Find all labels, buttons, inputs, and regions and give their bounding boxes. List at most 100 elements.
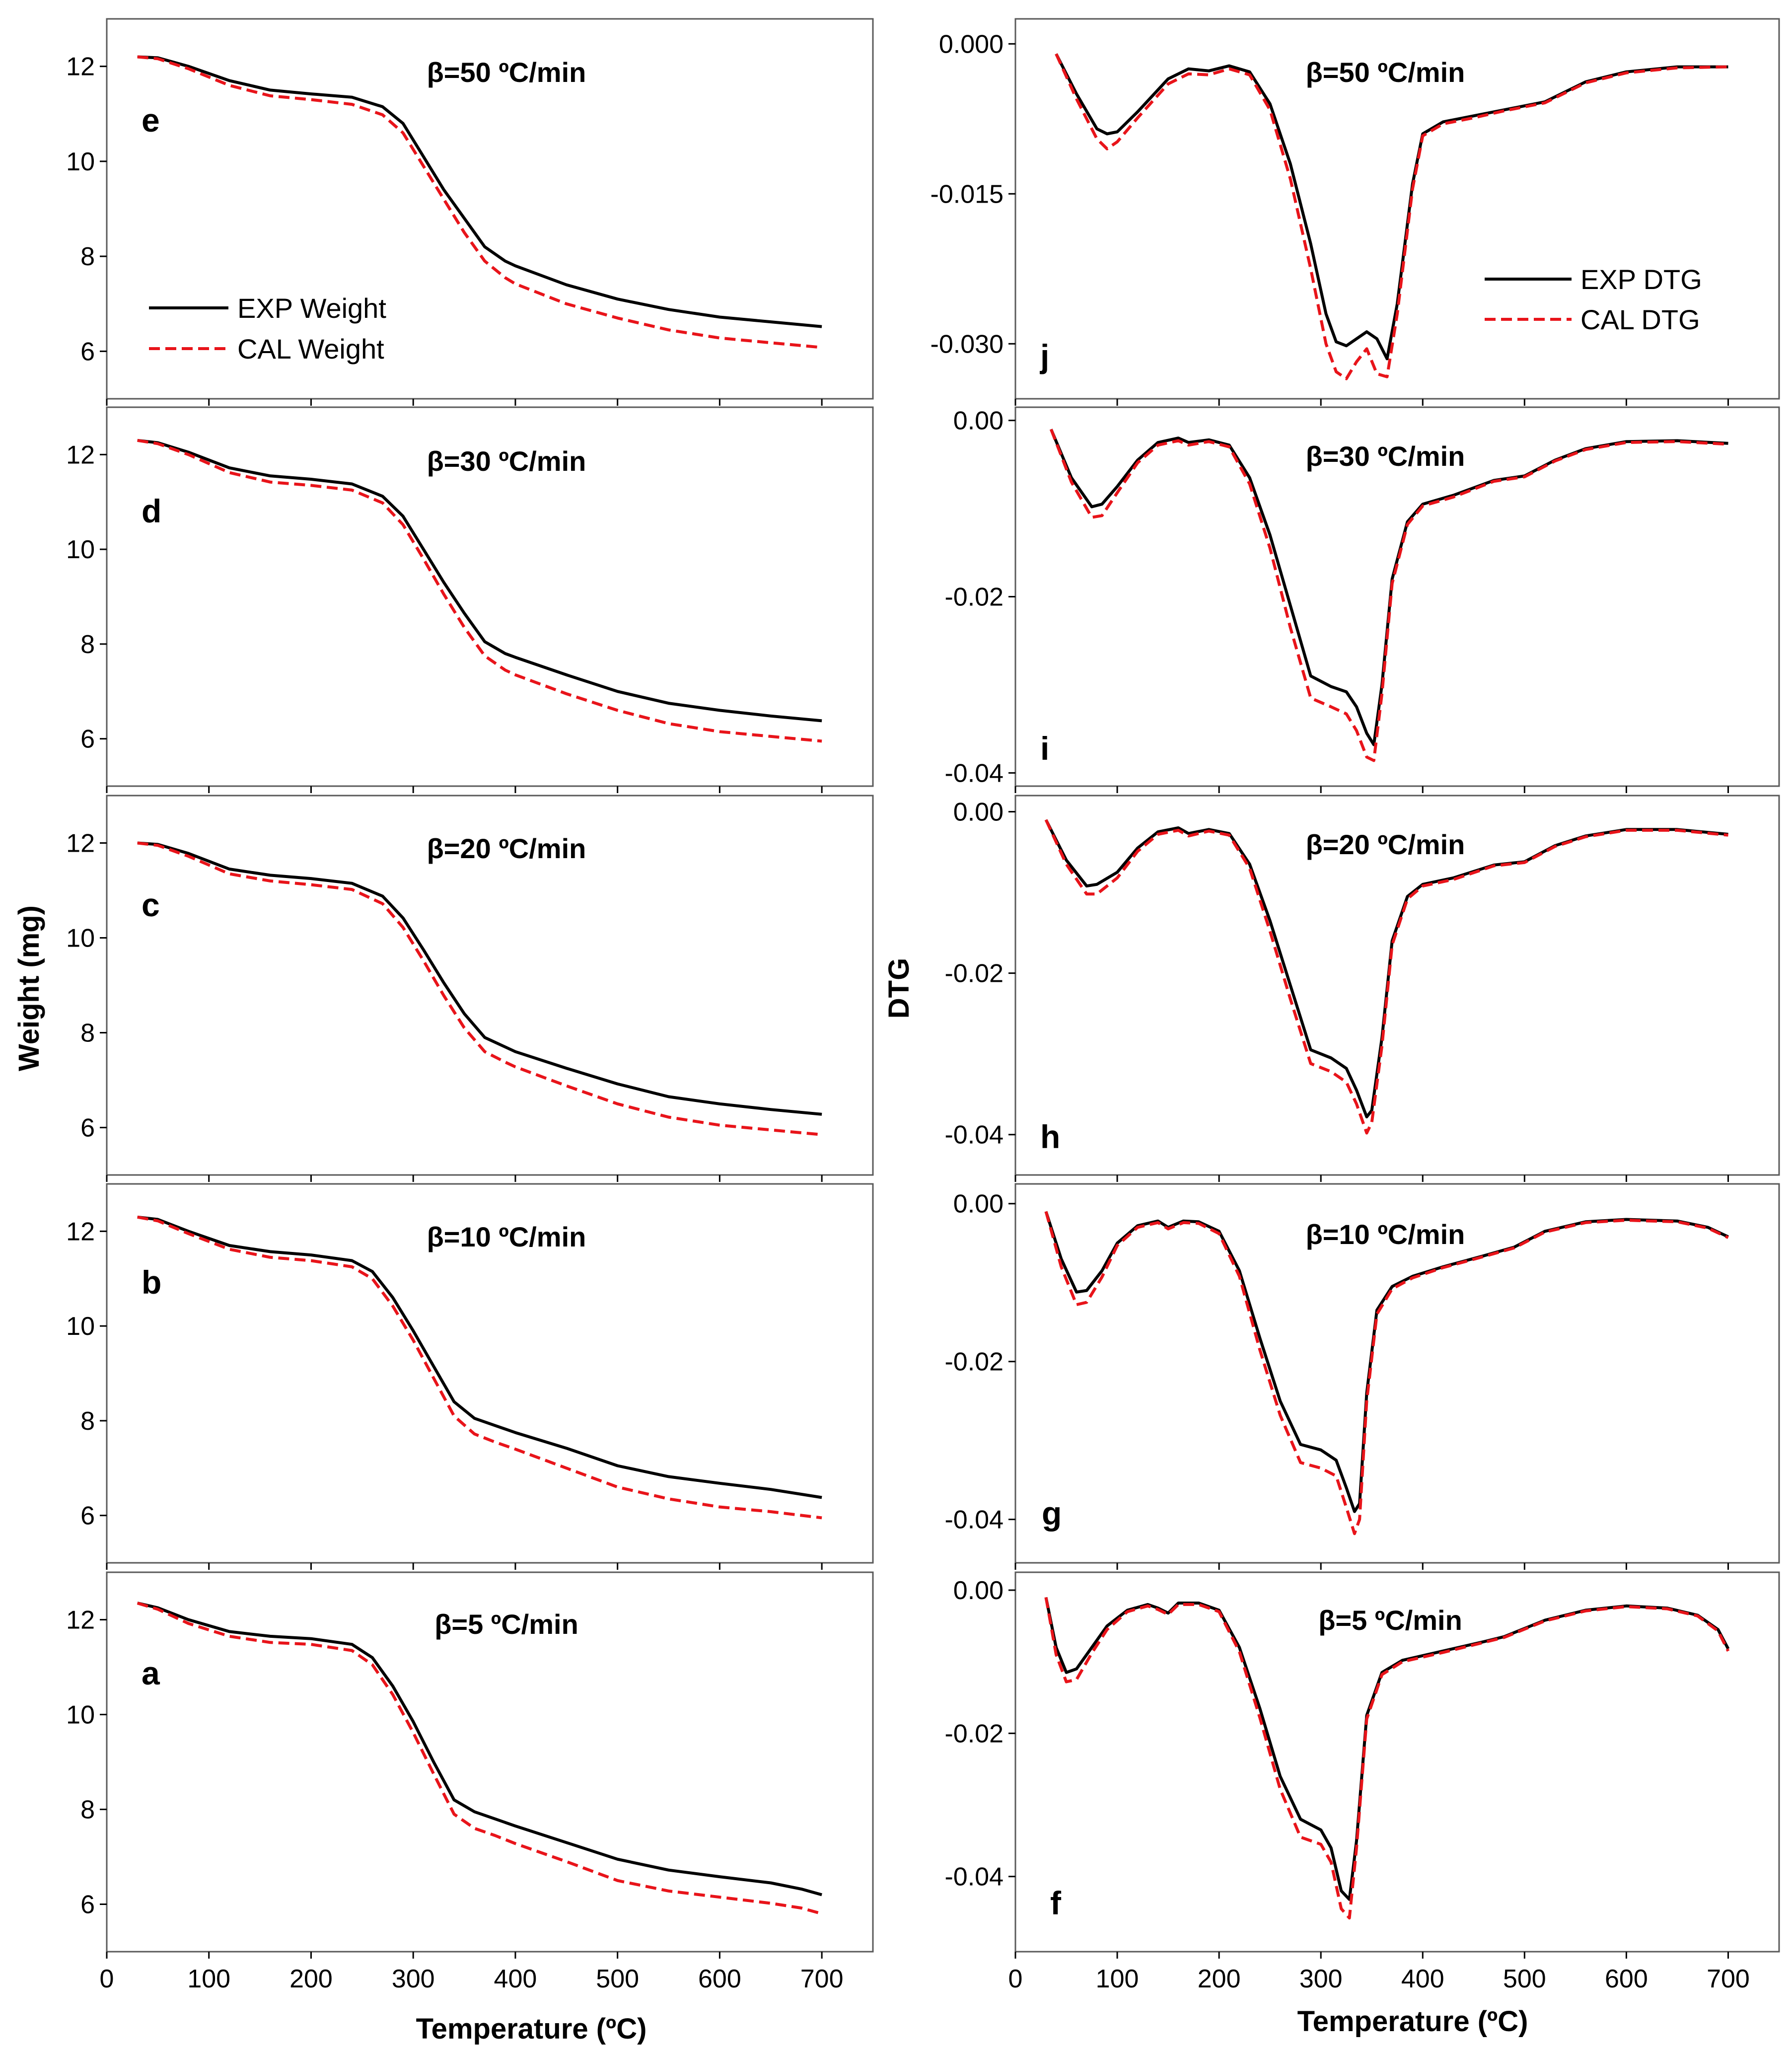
y-tick-label: 0.000: [939, 30, 1004, 59]
panel-letter: g: [1042, 1495, 1062, 1532]
x-tick-label: 200: [289, 1965, 333, 1993]
x-tick-label: 700: [800, 1965, 844, 1993]
x-tick-label: 0: [100, 1965, 114, 1993]
x-tick-label: 200: [1198, 1965, 1241, 1993]
plot-frame: [1014, 1571, 1780, 1953]
y-tick-label: 8: [80, 1407, 95, 1436]
x-tick-label: 100: [1096, 1965, 1139, 1993]
panel-letter: i: [1040, 730, 1049, 767]
y-tick-label: -0.04: [944, 759, 1004, 788]
cal-series-line: [1044, 819, 1728, 1135]
y-tick-label: 6: [80, 337, 95, 366]
heating-rate-label: β=30 ºC/min: [1306, 440, 1465, 472]
right-x-axis-title: Temperature (ºC): [1297, 2005, 1528, 2038]
plot-frame: [1014, 18, 1780, 400]
x-tick-label: 400: [494, 1965, 537, 1993]
x-tick-label: 500: [596, 1965, 639, 1993]
x-tick-label: 300: [1299, 1965, 1343, 1993]
plot-frame: [106, 1183, 874, 1564]
exp-series-line: [137, 1215, 822, 1499]
heating-rate-label: β=50 ºC/min: [427, 57, 586, 88]
cal-series-line: [1044, 1211, 1729, 1536]
exp-series-line: [137, 55, 822, 328]
heating-rate-label: β=30 ºC/min: [427, 445, 586, 477]
x-tick-label: 600: [698, 1965, 741, 1993]
y-tick-label: -0.02: [944, 1348, 1004, 1377]
panel-i: 0.00 -0.02 -0.04 β=30 ºC/min i: [944, 406, 1780, 793]
y-tick-label: -0.02: [944, 1719, 1004, 1748]
exp-series-line: [1044, 819, 1728, 1118]
panel-letter: h: [1040, 1118, 1060, 1155]
y-tick-label: 8: [80, 1019, 95, 1048]
plot-frame: [106, 406, 874, 787]
legend-exp-label: EXP Weight: [237, 293, 386, 324]
x-tick-label: 600: [1605, 1965, 1648, 1993]
exp-series-line: [137, 439, 822, 723]
y-tick-label: 10: [66, 1701, 95, 1730]
panel-d: 6 8 10 12 β=30 ºC/min d: [66, 406, 874, 793]
panel-g: 0.00 -0.02 -0.04 β=10 ºC/min g: [944, 1183, 1780, 1570]
y-tick-label: 0.00: [953, 1190, 1004, 1219]
heating-rate-label: β=5 ºC/min: [1318, 1605, 1462, 1636]
x-tick-label: 0: [1008, 1965, 1023, 1993]
heating-rate-label: β=10 ºC/min: [427, 1221, 586, 1252]
panel-b: 6 8 10 12 β=10 ºC/min b: [66, 1183, 874, 1570]
y-tick-label: 10: [66, 1312, 95, 1341]
panel-letter: c: [142, 886, 160, 923]
heating-rate-label: β=20 ºC/min: [1306, 829, 1465, 860]
x-tick-label: 500: [1503, 1965, 1546, 1993]
legend-cal-label: CAL DTG: [1580, 304, 1700, 335]
y-tick-label: 12: [66, 829, 95, 858]
plot-frame: [106, 795, 874, 1176]
cal-series-line: [1050, 429, 1728, 762]
panel-letter: e: [142, 102, 160, 139]
exp-series-line: [1044, 1597, 1730, 1901]
y-tick-label: 12: [66, 1217, 95, 1246]
y-tick-label: 0.00: [953, 1576, 1004, 1605]
y-tick-label: 6: [80, 1891, 95, 1919]
x-tick-label: 700: [1707, 1965, 1750, 1993]
legend-cal-label: CAL Weight: [237, 333, 384, 365]
y-tick-label: 0.00: [953, 798, 1004, 827]
x-tick-label: 300: [392, 1965, 435, 1993]
y-tick-label: 10: [66, 924, 95, 953]
plot-frame: [1014, 1183, 1780, 1564]
right-y-axis-title: DTG: [883, 958, 915, 1019]
exp-series-line: [137, 1602, 822, 1897]
panel-f: 0.00 -0.02 -0.04 0 100 200 300 400 500 600 700 β=5 …: [944, 1571, 1780, 1993]
y-tick-label: 0.00: [953, 407, 1004, 436]
y-tick-label: 6: [80, 1114, 95, 1143]
cal-series-line: [137, 55, 822, 349]
left-x-axis-title: Temperature (ºC): [416, 2013, 647, 2045]
y-tick-label: 8: [80, 1796, 95, 1825]
legend-exp-label: EXP DTG: [1580, 264, 1702, 295]
legend: EXP Weight CAL Weight: [149, 293, 386, 365]
panel-letter: f: [1050, 1885, 1062, 1921]
y-tick-label: 10: [66, 535, 95, 564]
cal-series-line: [137, 841, 822, 1136]
y-tick-label: -0.02: [944, 583, 1004, 612]
x-tick-label: 100: [187, 1965, 230, 1993]
legend: EXP DTG CAL DTG: [1485, 264, 1702, 335]
panel-letter: d: [142, 493, 161, 529]
panel-e: 6 8 10 12 β=50 ºC/min e EXP Weight CAL Weight: [66, 18, 874, 406]
panel-c: 6 8 10 12 β=20 ºC/min c: [66, 795, 874, 1182]
plot-frame: [106, 18, 874, 400]
plot-frame: [106, 1571, 874, 1953]
y-tick-label: -0.015: [931, 180, 1004, 209]
panel-letter: a: [142, 1655, 160, 1691]
panel-letter: b: [142, 1264, 161, 1301]
y-tick-label: 6: [80, 1502, 95, 1531]
y-tick-label: 8: [80, 242, 95, 271]
cal-series-line: [137, 439, 822, 743]
y-tick-label: 8: [80, 630, 95, 659]
y-tick-label: -0.030: [931, 330, 1004, 359]
panel-h: 0.00 -0.02 -0.04 β=20 ºC/min h: [944, 795, 1780, 1182]
y-tick-label: -0.04: [944, 1506, 1004, 1535]
heating-rate-label: β=10 ºC/min: [1306, 1219, 1465, 1250]
x-tick-label: 400: [1401, 1965, 1444, 1993]
cal-series-line: [1044, 1597, 1730, 1920]
plot-frame: [1014, 795, 1780, 1176]
exp-series-line: [1044, 1211, 1729, 1513]
